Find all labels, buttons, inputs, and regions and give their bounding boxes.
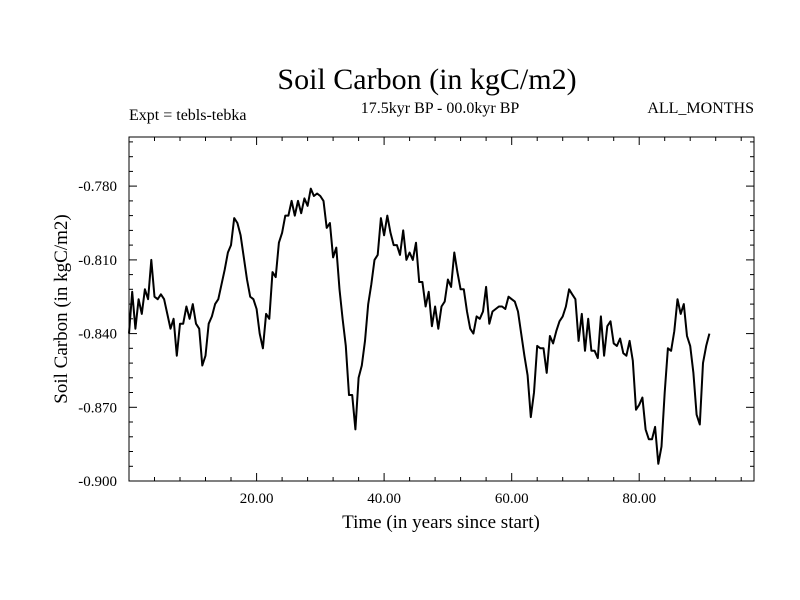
y-axis-label: Soil Carbon (in kgC/m2)	[51, 214, 72, 403]
plot-frame	[128, 136, 755, 482]
chart-titles: Soil Carbon (in kgC/m2) Expt = tebls-teb…	[129, 63, 754, 124]
soil-carbon-series-line	[128, 187, 711, 465]
x-axis-ticks	[154, 137, 742, 481]
subtitle-experiment: Expt = tebls-tebka	[129, 107, 246, 124]
y-tick-label: -0.810	[78, 253, 117, 269]
chart-title: Soil Carbon (in kgC/m2)	[277, 63, 576, 96]
y-tick-label: -0.780	[78, 179, 117, 195]
y-tick-label: -0.900	[78, 474, 117, 490]
x-axis-label: Time (in years since start)	[342, 512, 540, 533]
y-axis-ticks	[129, 141, 754, 482]
y-axis-tick-labels: -0.780 -0.810 -0.840 -0.870 -0.900	[78, 179, 117, 490]
y-tick-label: -0.870	[78, 400, 117, 416]
x-tick-label: 80.00	[622, 491, 656, 507]
x-axis-tick-labels: 20.00 40.00 60.00 80.00	[240, 491, 656, 507]
y-tick-label: -0.840	[78, 327, 117, 343]
x-tick-label: 60.00	[495, 491, 529, 507]
x-tick-label: 20.00	[240, 491, 274, 507]
subtitle-period: 17.5kyr BP - 00.0kyr BP	[361, 100, 520, 117]
subtitle-months: ALL_MONTHS	[647, 100, 754, 117]
x-tick-label: 40.00	[367, 491, 401, 507]
